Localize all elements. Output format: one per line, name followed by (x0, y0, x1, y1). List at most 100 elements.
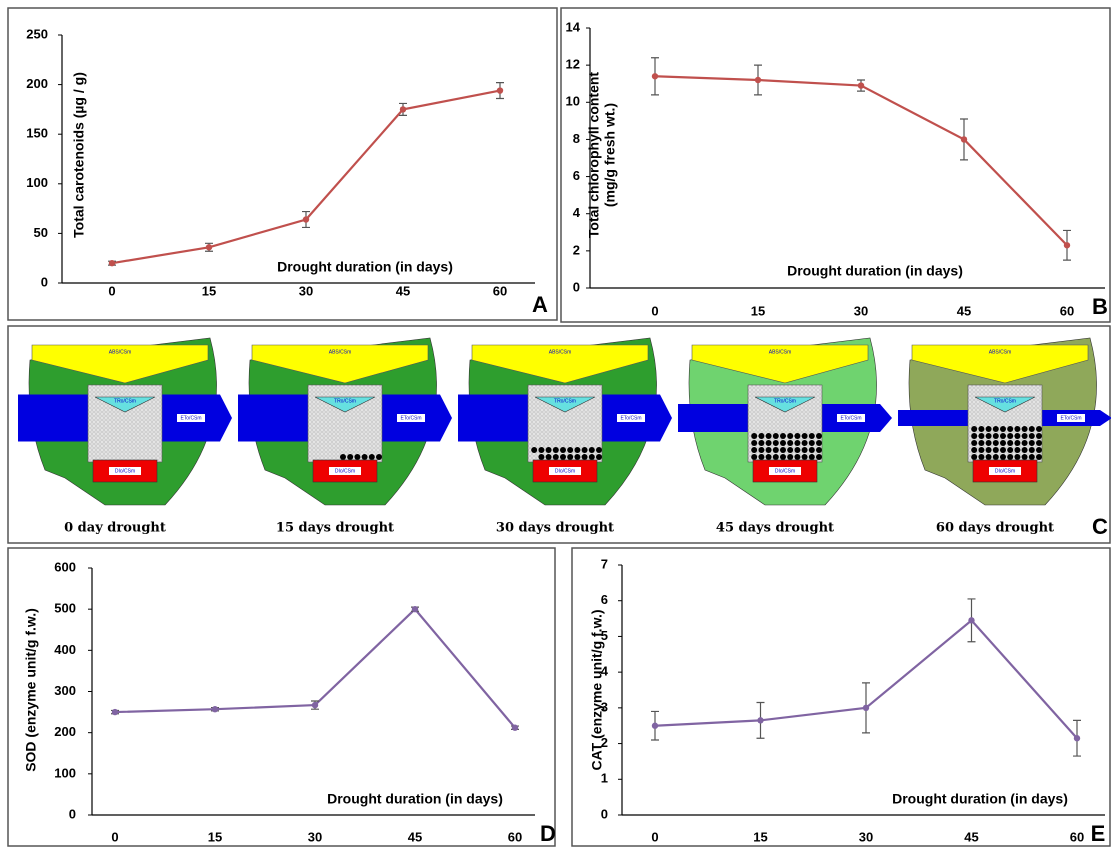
dot (1022, 447, 1028, 453)
dot (1036, 447, 1042, 453)
x-tick-label: 45 (964, 829, 978, 844)
x-tick-label: 15 (753, 829, 767, 844)
dot (589, 447, 595, 453)
dot (971, 447, 977, 453)
y-tick-label: 6 (573, 168, 580, 183)
tro-label: TRo/CSm (774, 398, 796, 404)
dot (978, 447, 984, 453)
dot (376, 454, 382, 460)
dot (567, 454, 573, 460)
dot (1036, 440, 1042, 446)
dot (354, 454, 360, 460)
panel-label: A (532, 292, 548, 317)
dot (986, 426, 992, 432)
dot (773, 433, 779, 439)
dot (1000, 447, 1006, 453)
dot (1029, 454, 1035, 460)
dot (1007, 426, 1013, 432)
dot (971, 426, 977, 432)
dot (1000, 440, 1006, 446)
x-axis-title: Drought duration (in days) (892, 791, 1068, 807)
y-tick-label: 200 (54, 724, 76, 739)
y-tick-label: 100 (26, 175, 48, 190)
dot (1007, 440, 1013, 446)
marker (412, 606, 418, 612)
dot (794, 454, 800, 460)
x-tick-label: 30 (854, 303, 868, 318)
dot (567, 447, 573, 453)
dot (766, 447, 772, 453)
marker (212, 706, 218, 712)
dot (780, 433, 786, 439)
dio-label: DIo/CSm (115, 468, 135, 474)
marker (303, 216, 309, 222)
caption: 30 days drought (496, 521, 614, 536)
dot (1036, 454, 1042, 460)
dot (978, 454, 984, 460)
y-tick-label: 1 (601, 771, 608, 786)
dot (1007, 454, 1013, 460)
x-tick-label: 60 (493, 283, 507, 298)
dot (596, 447, 602, 453)
dot (1022, 426, 1028, 432)
dot (758, 447, 764, 453)
y-tick-label: 200 (26, 76, 48, 91)
tro-label: TRo/CSm (114, 398, 136, 404)
dot (751, 433, 757, 439)
y-axis-title: SOD (enzyme unit/g f.w.) (23, 608, 39, 772)
dot (773, 447, 779, 453)
marker (968, 617, 974, 623)
eto-label: ETo/CSm (180, 415, 201, 421)
dot (560, 454, 566, 460)
x-tick-label: 45 (957, 303, 971, 318)
y-tick-label: 8 (573, 131, 580, 146)
dot (1029, 440, 1035, 446)
x-tick-label: 0 (111, 829, 118, 844)
marker (757, 717, 763, 723)
dot (816, 447, 822, 453)
dot (751, 447, 757, 453)
panel-label: E (1091, 821, 1106, 846)
eto-label: ETo/CSm (620, 415, 641, 421)
dot (758, 433, 764, 439)
dot (986, 447, 992, 453)
y-tick-label: 150 (26, 126, 48, 141)
dot (574, 454, 580, 460)
marker (858, 82, 864, 88)
dot (1022, 454, 1028, 460)
x-axis-title: Drought duration (in days) (327, 791, 503, 807)
dio-label: DIo/CSm (555, 468, 575, 474)
dot (780, 454, 786, 460)
dot (780, 440, 786, 446)
eto-label: ETo/CSm (400, 415, 421, 421)
y-axis-title: CAT (enzyme unit/g f.w.) (589, 610, 605, 771)
dot (1014, 440, 1020, 446)
x-tick-label: 60 (1060, 303, 1074, 318)
dot (986, 433, 992, 439)
dot (1014, 433, 1020, 439)
dot (340, 454, 346, 460)
dot (1029, 433, 1035, 439)
dot (582, 447, 588, 453)
dot (773, 440, 779, 446)
dot (1022, 433, 1028, 439)
dot (971, 433, 977, 439)
marker (112, 709, 118, 715)
caption: 0 day drought (64, 521, 166, 536)
dot (978, 440, 984, 446)
series-line (115, 609, 515, 728)
x-tick-label: 0 (108, 283, 115, 298)
tro-label: TRo/CSm (994, 398, 1016, 404)
panel-label: D (540, 821, 556, 846)
x-tick-label: 60 (508, 829, 522, 844)
dot (993, 433, 999, 439)
y-axis-title: (mg/g fresh wt.) (602, 103, 618, 207)
dot (794, 433, 800, 439)
dot (809, 440, 815, 446)
dot (538, 454, 544, 460)
marker (497, 87, 503, 93)
dio-label: DIo/CSm (335, 468, 355, 474)
y-tick-label: 400 (54, 642, 76, 657)
dot (978, 433, 984, 439)
y-tick-label: 6 (601, 592, 608, 607)
